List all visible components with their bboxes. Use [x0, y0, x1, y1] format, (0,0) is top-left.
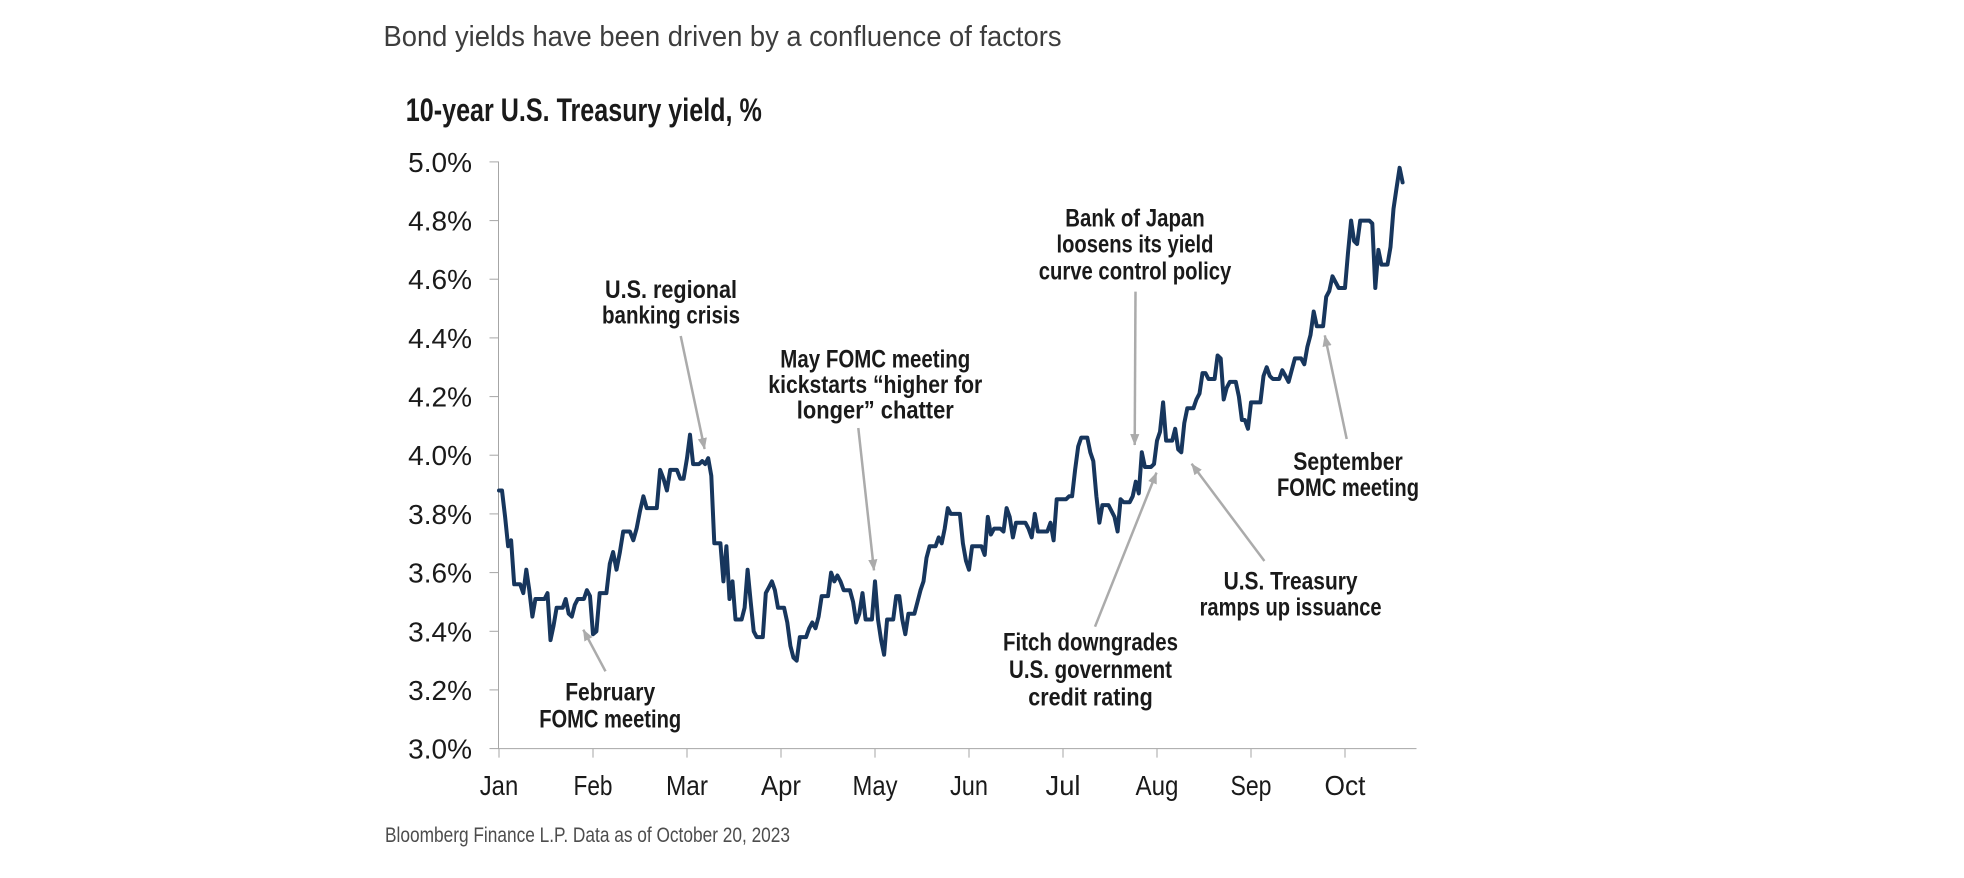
svg-text:longer” chatter: longer” chatter — [797, 396, 954, 424]
svg-text:Jan: Jan — [480, 770, 519, 801]
svg-text:Mar: Mar — [666, 770, 708, 801]
svg-text:banking crisis: banking crisis — [602, 302, 740, 330]
svg-text:3.0%: 3.0% — [408, 734, 472, 765]
svg-text:U.S. regional: U.S. regional — [605, 276, 737, 304]
svg-text:September: September — [1293, 448, 1403, 476]
svg-text:curve control policy: curve control policy — [1039, 258, 1232, 286]
svg-text:Oct: Oct — [1325, 770, 1366, 801]
svg-text:Sep: Sep — [1231, 770, 1272, 801]
svg-text:3.2%: 3.2% — [408, 675, 472, 706]
svg-text:Aug: Aug — [1136, 770, 1179, 801]
svg-text:5.0%: 5.0% — [408, 147, 472, 178]
svg-text:Jun: Jun — [950, 770, 988, 801]
svg-text:3.4%: 3.4% — [408, 616, 472, 647]
svg-text:credit rating: credit rating — [1028, 684, 1153, 712]
svg-text:10-year U.S. Treasury yield, %: 10-year U.S. Treasury yield, % — [406, 92, 762, 128]
svg-text:Fitch downgrades: Fitch downgrades — [1003, 629, 1178, 657]
svg-text:Apr: Apr — [761, 770, 801, 801]
svg-text:FOMC meeting: FOMC meeting — [539, 706, 681, 734]
svg-text:Bloomberg Finance L.P. Data as: Bloomberg Finance L.P. Data as of Octobe… — [385, 824, 790, 847]
svg-text:U.S. government: U.S. government — [1009, 656, 1173, 684]
svg-text:4.8%: 4.8% — [408, 206, 472, 237]
svg-text:4.2%: 4.2% — [408, 382, 472, 413]
svg-text:May: May — [853, 770, 898, 801]
svg-text:Bank of Japan: Bank of Japan — [1065, 205, 1205, 233]
svg-text:FOMC meeting: FOMC meeting — [1277, 474, 1419, 502]
svg-text:February: February — [565, 679, 655, 707]
svg-text:4.4%: 4.4% — [408, 323, 472, 354]
svg-text:3.8%: 3.8% — [408, 499, 472, 530]
svg-text:ramps up issuance: ramps up issuance — [1200, 594, 1382, 622]
svg-text:kickstarts “higher for: kickstarts “higher for — [768, 371, 982, 399]
svg-text:Bond yields have been driven b: Bond yields have been driven by a conflu… — [384, 21, 1062, 53]
svg-text:loosens its yield: loosens its yield — [1057, 231, 1214, 259]
svg-text:May FOMC meeting: May FOMC meeting — [780, 346, 970, 374]
svg-text:4.6%: 4.6% — [408, 264, 472, 295]
svg-text:4.0%: 4.0% — [408, 440, 472, 471]
svg-text:3.6%: 3.6% — [408, 558, 472, 589]
svg-text:U.S. Treasury: U.S. Treasury — [1224, 568, 1358, 596]
svg-text:Feb: Feb — [574, 770, 613, 801]
svg-text:Jul: Jul — [1046, 770, 1081, 801]
